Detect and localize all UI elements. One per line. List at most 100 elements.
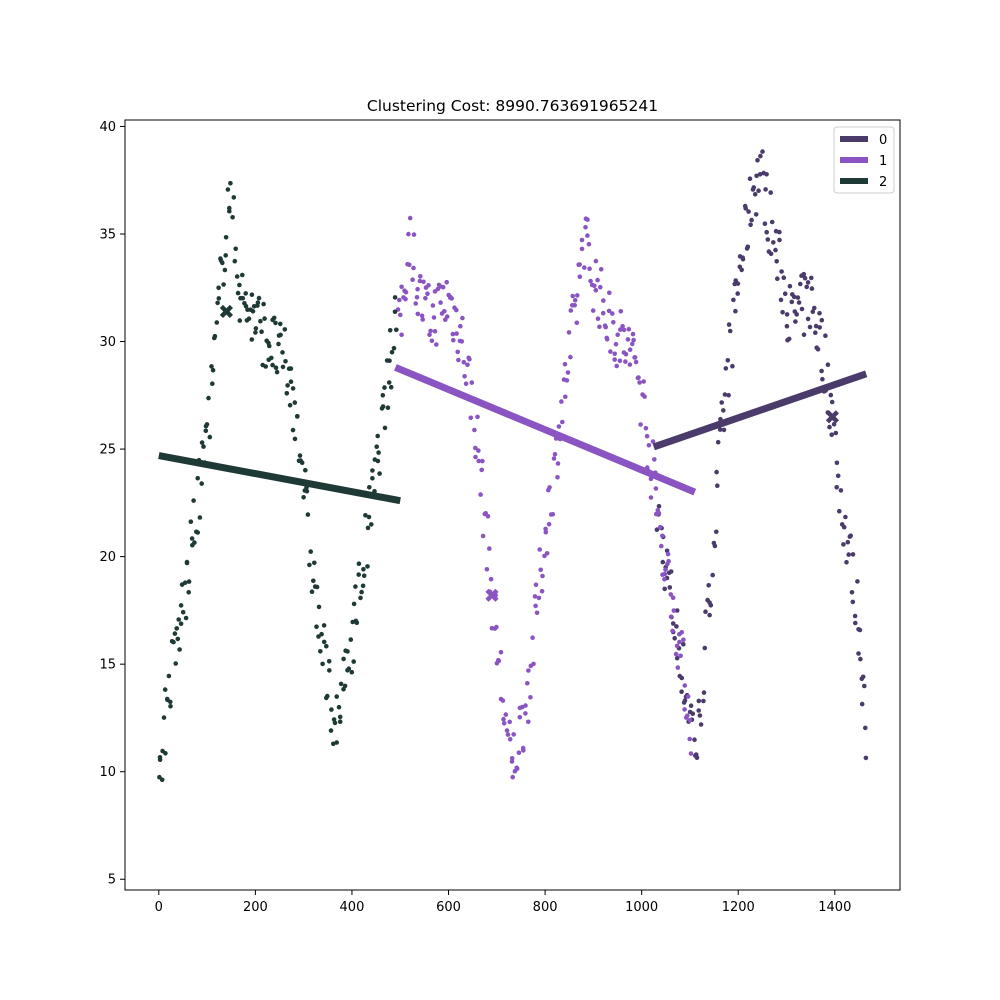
- data-point: [425, 291, 430, 297]
- data-point: [841, 542, 846, 547]
- data-point: [850, 599, 856, 605]
- data-point: [674, 608, 680, 613]
- data-point: [678, 653, 683, 659]
- data-point: [487, 546, 492, 551]
- data-point: [546, 521, 552, 527]
- data-point: [659, 543, 664, 549]
- data-point: [183, 615, 189, 621]
- data-point: [271, 315, 277, 321]
- data-point: [434, 342, 439, 347]
- data-point: [730, 363, 735, 369]
- data-point: [687, 736, 692, 742]
- data-point: [780, 309, 785, 315]
- data-point: [556, 424, 562, 429]
- data-point: [184, 559, 190, 565]
- data-point: [259, 329, 264, 335]
- data-point: [223, 235, 229, 240]
- data-point: [774, 259, 779, 264]
- data-point: [710, 572, 715, 578]
- data-point: [562, 361, 568, 367]
- data-point: [341, 656, 346, 662]
- data-point: [673, 651, 679, 657]
- data-point: [784, 323, 790, 329]
- data-point: [388, 384, 394, 390]
- data-point: [563, 394, 568, 400]
- data-point: [420, 317, 426, 322]
- x-tick-label: 1400: [818, 900, 851, 915]
- data-point: [782, 291, 788, 297]
- data-point: [369, 522, 374, 527]
- data-point: [249, 337, 255, 342]
- data-point: [537, 547, 542, 552]
- data-point: [297, 453, 303, 458]
- data-point: [627, 347, 633, 353]
- data-point: [253, 330, 258, 335]
- data-point: [411, 265, 416, 271]
- data-point: [662, 586, 667, 592]
- data-point: [444, 279, 450, 285]
- data-point: [679, 675, 685, 681]
- data-point: [845, 539, 851, 545]
- data-point: [533, 582, 539, 588]
- data-point: [585, 233, 590, 238]
- data-point: [825, 362, 831, 368]
- data-point: [231, 195, 237, 200]
- data-point: [777, 237, 782, 243]
- data-point: [593, 287, 599, 293]
- data-point: [348, 637, 354, 642]
- data-point: [180, 609, 186, 615]
- data-point: [612, 351, 617, 357]
- data-point: [857, 627, 863, 633]
- data-point: [848, 533, 853, 538]
- data-point: [345, 649, 350, 654]
- y-tick-label: 20: [99, 550, 116, 565]
- data-point: [572, 303, 577, 308]
- data-point: [801, 332, 807, 338]
- data-point: [516, 750, 522, 755]
- data-point: [221, 282, 226, 287]
- data-point: [463, 381, 469, 387]
- y-tick-label: 15: [99, 658, 116, 673]
- data-point: [509, 756, 515, 761]
- data-point: [227, 205, 232, 211]
- data-point: [739, 267, 744, 273]
- data-point: [380, 393, 386, 398]
- data-point: [723, 366, 729, 371]
- data-point: [570, 293, 575, 299]
- data-point: [740, 256, 746, 262]
- data-point: [161, 715, 167, 720]
- y-tick-label: 30: [99, 335, 116, 350]
- data-point: [533, 603, 538, 609]
- data-point: [338, 681, 344, 687]
- data-point: [805, 280, 811, 285]
- data-point: [442, 309, 447, 314]
- data-point: [768, 190, 773, 195]
- data-point: [715, 439, 721, 445]
- data-point: [501, 716, 506, 722]
- data-point: [632, 355, 638, 360]
- data-point: [305, 512, 311, 517]
- axes-frame: [124, 119, 901, 891]
- data-point: [682, 683, 688, 688]
- data-point: [593, 258, 599, 264]
- data-point: [206, 395, 211, 401]
- data-point: [552, 452, 558, 457]
- data-point: [858, 656, 863, 662]
- data-point: [454, 331, 459, 336]
- data-point: [820, 376, 825, 382]
- data-point: [681, 641, 686, 647]
- data-point: [462, 374, 467, 379]
- data-point: [748, 222, 753, 228]
- data-point: [681, 637, 686, 643]
- data-point: [328, 728, 334, 733]
- data-point: [679, 689, 684, 694]
- data-point: [220, 260, 225, 266]
- data-point: [604, 337, 610, 342]
- data-point: [195, 530, 200, 535]
- data-point: [636, 375, 641, 380]
- data-point: [299, 460, 305, 466]
- data-point: [243, 291, 248, 296]
- data-point: [444, 314, 450, 319]
- data-point: [249, 292, 255, 298]
- data-point: [697, 713, 703, 718]
